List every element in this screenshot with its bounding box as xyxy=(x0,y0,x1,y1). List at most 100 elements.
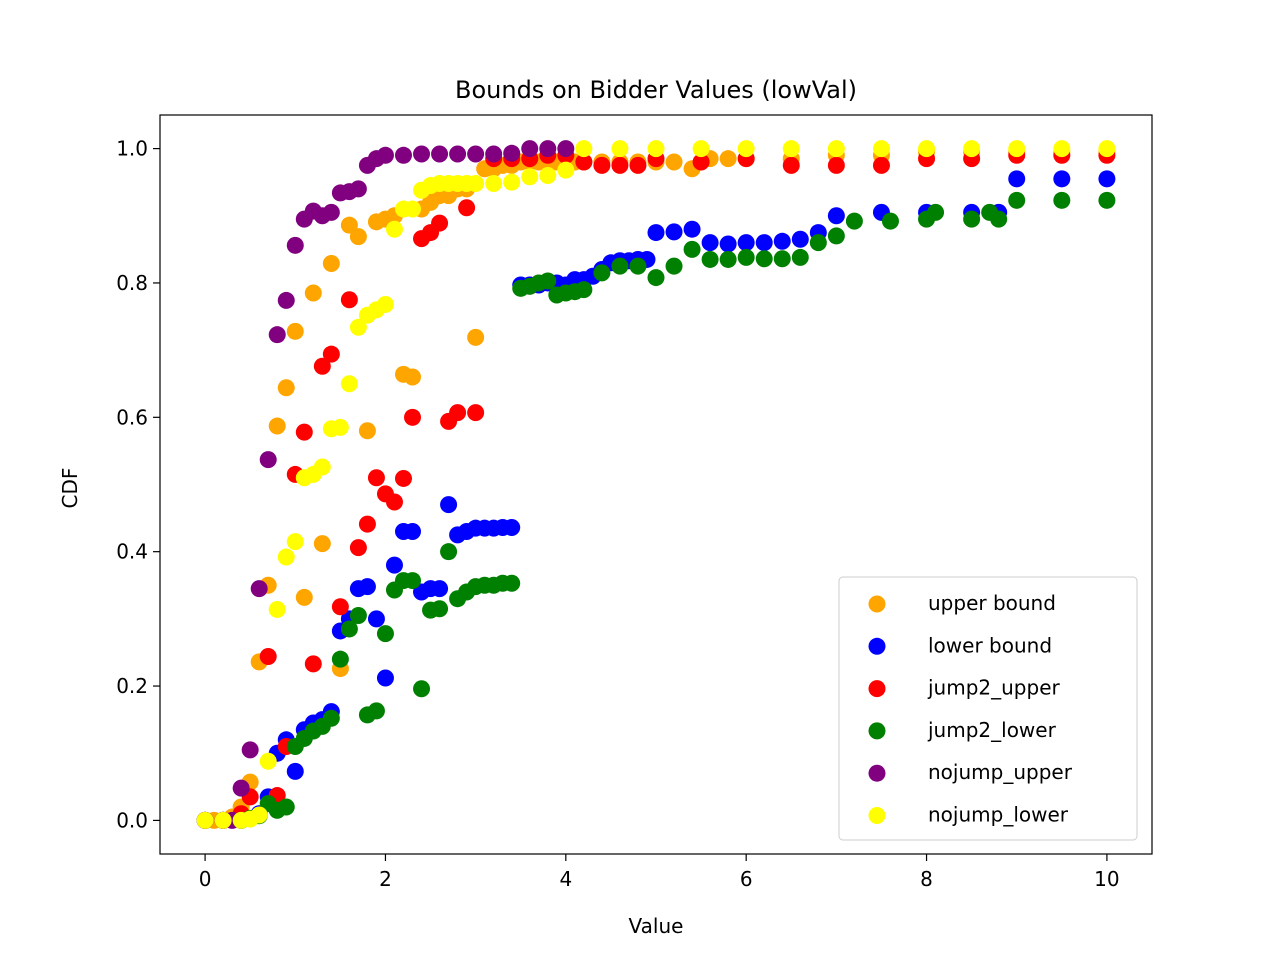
legend-marker xyxy=(868,807,886,824)
data-point xyxy=(575,153,593,171)
data-point xyxy=(503,173,521,191)
data-point xyxy=(539,272,557,290)
data-point xyxy=(773,232,791,250)
data-point xyxy=(647,269,665,287)
data-point xyxy=(286,762,304,780)
data-point xyxy=(431,145,449,163)
data-point xyxy=(1008,140,1026,158)
data-point xyxy=(1008,191,1026,209)
data-point xyxy=(286,236,304,254)
data-point xyxy=(340,291,358,309)
data-point xyxy=(692,140,710,158)
data-point xyxy=(593,264,611,282)
data-point xyxy=(845,212,863,230)
data-point xyxy=(467,404,485,422)
data-point xyxy=(665,153,683,171)
data-point xyxy=(340,375,358,393)
data-point xyxy=(791,230,809,248)
data-point xyxy=(1053,140,1071,158)
data-point xyxy=(782,140,800,158)
data-point xyxy=(313,535,331,553)
legend-marker xyxy=(868,637,886,655)
data-point xyxy=(737,234,755,252)
data-point xyxy=(259,752,277,770)
data-point xyxy=(340,620,358,638)
data-point xyxy=(467,175,485,193)
data-point xyxy=(440,543,458,561)
y-tick-label: 0.4 xyxy=(116,540,148,564)
data-point xyxy=(277,379,295,397)
data-point xyxy=(413,145,431,163)
data-point xyxy=(737,140,755,158)
y-tick-label: 0.0 xyxy=(116,808,148,832)
data-point xyxy=(196,811,214,829)
legend-label: jump2_upper xyxy=(927,676,1061,700)
data-point xyxy=(304,284,322,302)
data-point xyxy=(719,250,737,268)
data-point xyxy=(431,580,449,598)
data-point xyxy=(692,153,710,171)
data-point xyxy=(503,574,521,592)
data-point xyxy=(503,518,521,536)
data-point xyxy=(719,150,737,168)
data-point xyxy=(367,610,385,628)
data-point xyxy=(313,357,331,375)
data-point xyxy=(349,539,367,557)
data-point xyxy=(827,207,845,225)
data-point xyxy=(431,214,449,232)
data-point xyxy=(358,578,376,596)
data-point xyxy=(827,227,845,245)
data-point xyxy=(485,145,503,163)
data-point xyxy=(259,451,277,469)
data-point xyxy=(358,515,376,533)
data-point xyxy=(331,650,349,668)
data-point xyxy=(629,257,647,275)
data-point xyxy=(268,417,286,435)
data-point xyxy=(755,250,773,268)
data-point xyxy=(313,458,331,476)
data-point xyxy=(827,156,845,174)
data-point xyxy=(1053,170,1071,188)
y-axis-label: CDF xyxy=(58,468,82,509)
data-point xyxy=(268,600,286,618)
data-point xyxy=(539,140,557,158)
data-point xyxy=(259,647,277,665)
data-point xyxy=(773,250,791,268)
data-point xyxy=(449,145,467,163)
x-tick-label: 8 xyxy=(920,867,933,891)
legend-label: jump2_lower xyxy=(927,718,1057,742)
series-nojump-lower xyxy=(196,140,1116,829)
y-tick-label: 0.2 xyxy=(116,674,148,698)
data-point xyxy=(701,234,719,252)
data-point xyxy=(367,469,385,487)
data-point xyxy=(358,422,376,440)
data-point xyxy=(557,140,575,158)
data-point xyxy=(286,533,304,551)
data-point xyxy=(521,140,539,158)
x-tick-label: 0 xyxy=(199,867,212,891)
data-point xyxy=(394,469,412,487)
data-point xyxy=(467,145,485,163)
data-point xyxy=(683,240,701,258)
x-tick-label: 4 xyxy=(559,867,572,891)
legend-box xyxy=(838,576,1138,841)
data-point xyxy=(349,318,367,336)
data-point xyxy=(241,741,259,759)
data-point xyxy=(295,423,313,441)
data-point xyxy=(827,140,845,158)
data-point xyxy=(918,140,936,158)
data-point xyxy=(1098,170,1116,188)
legend-marker xyxy=(868,764,886,782)
data-point xyxy=(404,523,422,541)
data-point xyxy=(467,328,485,346)
data-point xyxy=(250,580,268,598)
data-point xyxy=(340,216,358,234)
data-point xyxy=(394,146,412,164)
data-point xyxy=(277,798,295,816)
data-point xyxy=(963,140,981,158)
data-point xyxy=(322,709,340,727)
series-jump2-lower xyxy=(196,191,1116,829)
data-point xyxy=(322,203,340,221)
data-point xyxy=(963,210,981,228)
data-point xyxy=(322,254,340,272)
